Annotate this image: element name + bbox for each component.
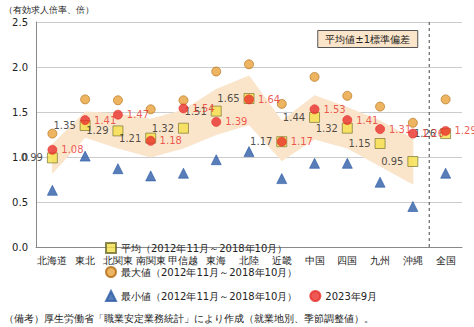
svg-text:0.5: 0.5 [12, 197, 28, 208]
svg-text:平均値±1標準偏差: 平均値±1標準偏差 [325, 34, 410, 45]
svg-text:1.53: 1.53 [323, 104, 345, 115]
svg-text:1.29: 1.29 [86, 125, 108, 136]
svg-text:四国: 四国 [337, 255, 357, 266]
svg-text:最大値（2012年11月～2018年10月）: 最大値（2012年11月～2018年10月） [121, 267, 297, 278]
svg-text:1.35: 1.35 [53, 120, 75, 131]
svg-text:0.99: 0.99 [21, 152, 43, 163]
svg-text:1.17: 1.17 [250, 136, 272, 147]
svg-text:2.0: 2.0 [12, 62, 28, 73]
svg-text:1.15: 1.15 [348, 138, 370, 149]
svg-text:南関東: 南関東 [136, 255, 166, 266]
svg-text:2023年9月: 2023年9月 [325, 291, 377, 302]
svg-text:北海道: 北海道 [37, 255, 67, 266]
svg-text:1.5: 1.5 [12, 107, 28, 118]
svg-text:1.41: 1.41 [94, 115, 116, 126]
svg-text:1.41: 1.41 [356, 115, 378, 126]
svg-text:1.08: 1.08 [61, 144, 83, 155]
svg-text:2.5: 2.5 [12, 17, 28, 28]
svg-text:中国: 中国 [305, 255, 325, 266]
svg-text:（備考）厚生労働省「職業安定業務統計」により作成（就業地別、: （備考）厚生労働省「職業安定業務統計」により作成（就業地別、季節調整値）。 [4, 313, 374, 324]
svg-text:1.32: 1.32 [316, 123, 338, 134]
svg-text:甲信越: 甲信越 [168, 255, 198, 266]
svg-text:0.0: 0.0 [12, 242, 28, 253]
svg-text:1.44: 1.44 [283, 112, 305, 123]
svg-text:1.47: 1.47 [127, 109, 149, 120]
svg-text:沖縄: 沖縄 [403, 255, 423, 266]
svg-text:1.31: 1.31 [389, 124, 411, 135]
svg-text:1.18: 1.18 [160, 135, 182, 146]
svg-text:東海: 東海 [206, 255, 226, 266]
svg-text:1.29: 1.29 [455, 125, 474, 136]
svg-text:北関東: 北関東 [103, 255, 133, 266]
svg-text:（有効求人倍率、倍）: （有効求人倍率、倍） [4, 5, 94, 15]
svg-text:1.64: 1.64 [258, 94, 280, 105]
svg-text:九州: 九州 [370, 255, 390, 266]
svg-text:北陸: 北陸 [239, 255, 259, 266]
svg-text:1.26: 1.26 [422, 128, 444, 139]
svg-text:1.21: 1.21 [119, 133, 141, 144]
svg-text:0.95: 0.95 [381, 156, 403, 167]
svg-text:東北: 東北 [75, 255, 95, 266]
svg-text:1.39: 1.39 [225, 116, 247, 127]
svg-text:全国: 全国 [436, 255, 456, 266]
svg-text:1.54: 1.54 [192, 103, 214, 114]
svg-text:1.65: 1.65 [217, 93, 239, 104]
svg-text:1.32: 1.32 [152, 123, 174, 134]
svg-text:平均（2012年11月～2018年10月）: 平均（2012年11月～2018年10月） [121, 243, 287, 254]
svg-text:近畿: 近畿 [272, 255, 292, 266]
svg-text:最小値（2012年11月～2018年10月）: 最小値（2012年11月～2018年10月） [121, 291, 297, 302]
svg-text:1.17: 1.17 [291, 136, 313, 147]
